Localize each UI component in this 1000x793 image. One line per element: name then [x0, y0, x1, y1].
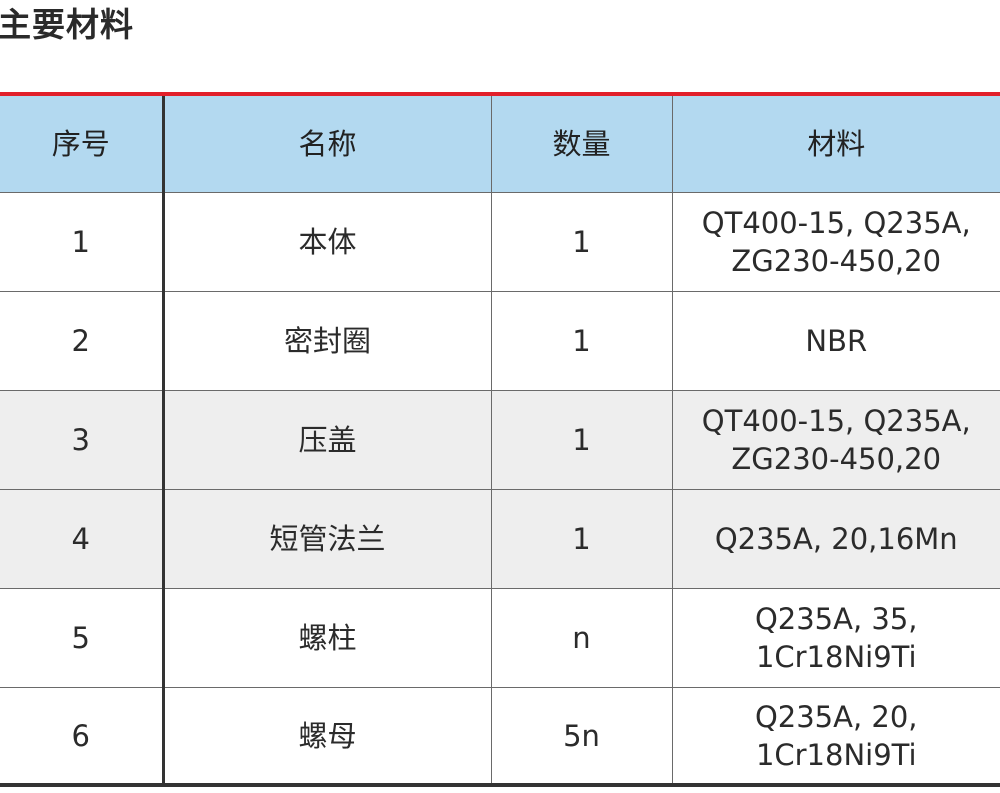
cell-material: Q235A, 20,16Mn [672, 489, 1000, 589]
table-row: 4 短管法兰 1 Q235A, 20,16Mn [0, 489, 1000, 589]
header-name: 名称 [163, 96, 492, 193]
table-header-row: 序号 名称 数量 材料 [0, 96, 1000, 193]
material-line: Q235A, 20,16Mn [714, 522, 958, 556]
table-row: 3 压盖 1 QT400-15, Q235A, ZG230-450,20 [0, 390, 1000, 490]
table-row: 6 螺母 5n Q235A, 20, 1Cr18Ni9Ti [0, 687, 1000, 787]
cell-name: 短管法兰 [163, 489, 492, 589]
cell-material: QT400-15, Q235A, ZG230-450,20 [672, 390, 1000, 490]
page-title: 主要材料 [0, 5, 134, 44]
material-line: 1Cr18Ni9Ti [755, 737, 917, 772]
table-row: 5 螺柱 n Q235A, 35, 1Cr18Ni9Ti [0, 588, 1000, 688]
cell-material: Q235A, 20, 1Cr18Ni9Ti [672, 687, 1000, 787]
cell-qty: n [491, 588, 673, 688]
material-line: ZG230-450,20 [731, 442, 942, 476]
cell-no: 3 [0, 390, 165, 490]
material-line: QT400-15, Q235A, [701, 404, 971, 438]
cell-no: 2 [0, 291, 165, 391]
cell-qty: 5n [491, 687, 673, 787]
material-line: 1Cr18Ni9Ti [755, 640, 917, 674]
cell-name: 压盖 [163, 390, 492, 490]
cell-qty: 1 [491, 192, 673, 292]
header-no: 序号 [0, 96, 165, 193]
cell-qty: 1 [491, 390, 673, 490]
material-line: ZG230-450,20 [731, 244, 942, 278]
cell-no: 6 [0, 687, 165, 787]
cell-name: 本体 [163, 192, 492, 292]
cell-no: 4 [0, 489, 165, 589]
material-line: NBR [805, 324, 868, 358]
cell-material: QT400-15, Q235A, ZG230-450,20 [672, 192, 1000, 292]
cell-name: 密封圈 [163, 291, 492, 391]
cell-no: 1 [0, 192, 165, 292]
table-row: 2 密封圈 1 NBR [0, 291, 1000, 391]
cell-name: 螺母 [163, 687, 492, 787]
cell-qty: 1 [491, 489, 673, 589]
table-row: 1 本体 1 QT400-15, Q235A, ZG230-450,20 [0, 192, 1000, 292]
materials-table: 序号 名称 数量 材料 1 本体 1 QT400-15, Q235A, ZG230-45… [0, 96, 1000, 787]
cell-name: 螺柱 [163, 588, 492, 688]
title-divider [0, 92, 1000, 96]
header-material: 材料 [672, 96, 1000, 193]
material-line: Q235A, 35, [754, 602, 918, 636]
cell-material: Q235A, 35, 1Cr18Ni9Ti [672, 588, 1000, 688]
header-qty: 数量 [491, 96, 673, 193]
material-line: QT400-15, Q235A, [701, 206, 971, 240]
material-line: Q235A, 20, [754, 699, 918, 734]
cell-qty: 1 [491, 291, 673, 391]
cell-no: 5 [0, 588, 165, 688]
cell-material: NBR [672, 291, 1000, 391]
